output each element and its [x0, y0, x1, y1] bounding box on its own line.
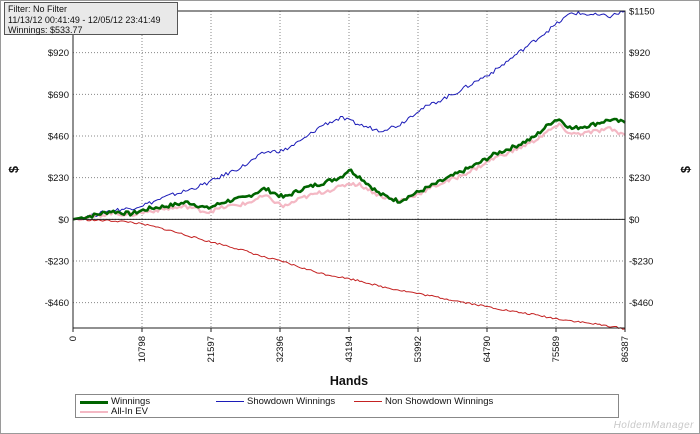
y-tick-label-left: $920	[48, 48, 69, 59]
y-tick-label-right: $460	[629, 131, 650, 142]
y-tick-label-right: -$460	[629, 298, 653, 309]
y-tick-label-left: $230	[48, 173, 69, 184]
filter-label: Filter: No Filter	[8, 4, 68, 14]
x-axis-title: Hands	[330, 374, 368, 388]
x-tick-label: 75589	[551, 336, 562, 362]
x-tick-label: 53992	[413, 336, 424, 362]
legend-label-non-showdown: Non Showdown Winnings	[385, 396, 494, 407]
winnings-total-label: Winnings: $533.77	[8, 25, 83, 35]
y-tick-label-right: -$230	[629, 256, 653, 267]
series-layer	[72, 10, 626, 330]
x-tick-label: 10798	[137, 336, 148, 362]
x-tick-label: 0	[68, 336, 79, 341]
y-tick-label-right: $230	[629, 173, 650, 184]
x-tick-label: 32396	[275, 336, 286, 362]
legend-label-winnings: Winnings	[111, 396, 151, 407]
x-tick-label: 21597	[206, 336, 217, 362]
watermark-logo: HoldemManager	[613, 420, 694, 431]
legend-item-allin-ev: All-In EV	[80, 406, 148, 417]
legend-label-allin-ev: All-In EV	[111, 406, 148, 417]
y-tick-label-right: $1150	[629, 7, 655, 18]
legend-item-winnings: Winnings	[80, 396, 150, 407]
series-line-winnings	[72, 117, 626, 221]
y-axis-title-right: $	[679, 166, 693, 173]
x-tick-label: 86387	[620, 336, 631, 362]
y-tick-label-right: $920	[629, 48, 650, 59]
y-axis-title-left: $	[7, 166, 21, 173]
y-tick-label-left: $460	[48, 131, 69, 142]
date-range-label: 11/13/12 00:41:49 - 12/05/12 23:41:49	[8, 14, 161, 25]
legend-swatch-winnings	[80, 400, 108, 404]
legend-label-showdown: Showdown Winnings	[247, 396, 336, 407]
legend-item-non-showdown: Non Showdown Winnings	[354, 396, 493, 407]
y-tick-label-right: $0	[629, 215, 640, 226]
x-tick-label: 64790	[482, 336, 493, 362]
series-line-all-in-ev	[72, 122, 626, 222]
y-tick-label-left: -$230	[45, 256, 69, 267]
legend-swatch-showdown	[216, 401, 244, 402]
legend-item-showdown: Showdown Winnings	[216, 396, 335, 407]
legend-swatch-non-showdown	[354, 401, 382, 402]
chart-legend: Winnings Showdown Winnings Non Showdown …	[75, 394, 619, 418]
filter-info-box: Filter: No Filter 11/13/12 00:41:49 - 12…	[4, 2, 178, 35]
legend-swatch-allin-ev	[80, 410, 108, 413]
series-line-showdown-winnings	[72, 10, 626, 221]
y-tick-label-left: $0	[58, 215, 69, 226]
series-line-non-showdown-winnings	[72, 218, 626, 330]
y-tick-label-left: $690	[48, 90, 69, 101]
y-tick-label-right: $690	[629, 90, 650, 101]
y-tick-label-left: -$460	[45, 298, 69, 309]
x-tick-label: 43194	[344, 336, 355, 362]
